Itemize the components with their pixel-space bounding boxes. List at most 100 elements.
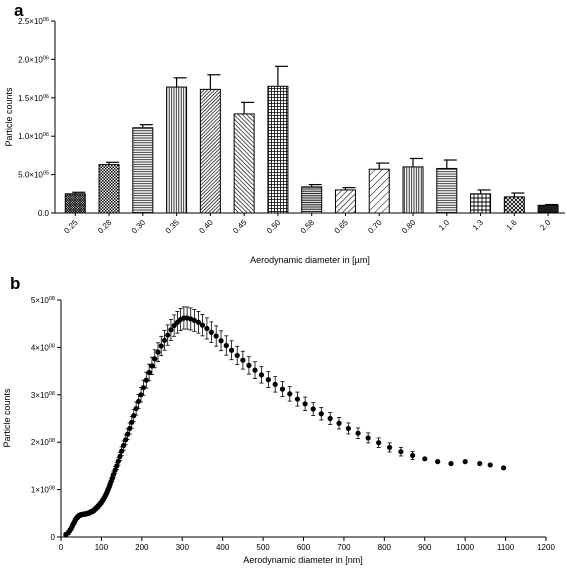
- bar: [166, 86, 188, 214]
- y-tick-label: 0.0: [38, 209, 50, 218]
- data-point: [410, 452, 416, 459]
- y-axis-title: Particle counts: [2, 388, 12, 448]
- data-point: [199, 322, 206, 328]
- x-tick-label: 1100: [497, 543, 515, 552]
- x-tick-label: 600: [297, 543, 311, 552]
- data-point: [208, 329, 214, 335]
- x-tick-label: 200: [135, 543, 149, 552]
- y-tick-label: 2×1008: [31, 438, 55, 447]
- bar: [503, 196, 525, 214]
- bar: [199, 88, 221, 214]
- data-point: [376, 440, 382, 446]
- bar: [436, 167, 458, 214]
- data-point: [171, 322, 177, 329]
- data-point: [165, 332, 171, 338]
- data-point: [294, 396, 301, 402]
- data-point: [129, 419, 135, 425]
- y-tick-label: 2.0×1006: [18, 55, 49, 64]
- data-point: [435, 459, 441, 465]
- x-tick-label: 1.6: [505, 218, 520, 233]
- x-axis-title: Aerodynamic diameter in [nm]: [243, 555, 363, 565]
- x-tick-label: 0: [59, 543, 64, 552]
- x-tick-label: 0.80: [400, 218, 418, 236]
- x-tick-label: 0.25: [62, 218, 80, 236]
- x-tick-label: 300: [176, 543, 190, 552]
- data-point: [462, 459, 468, 465]
- data-point: [140, 385, 147, 391]
- bar: [233, 113, 255, 214]
- data-point: [131, 413, 137, 419]
- chart-panel-b: 0 1×1008 2×1008 3×1008 4×1008 5×1008 0 100 200 30…: [2, 296, 555, 565]
- data-point: [121, 442, 127, 449]
- data-point: [327, 415, 333, 422]
- x-tick-label: 700: [337, 543, 351, 552]
- data-point: [398, 449, 404, 455]
- bar: [132, 127, 154, 214]
- bar: [301, 186, 323, 214]
- data-point: [138, 392, 144, 398]
- data-point: [272, 381, 278, 387]
- data-point: [240, 357, 246, 363]
- data-point: [318, 411, 324, 417]
- data-point: [143, 377, 149, 383]
- y-tick-label: 1.0×1006: [18, 132, 49, 141]
- data-point: [310, 406, 316, 412]
- data-point: [213, 333, 219, 339]
- data-point: [386, 444, 393, 451]
- x-tick-label: 2.0: [538, 218, 553, 233]
- y-tick-label: 1×1008: [31, 486, 55, 495]
- data-point: [487, 462, 493, 468]
- x-tick-label: 0.45: [231, 218, 249, 236]
- data-point: [345, 425, 351, 432]
- data-point: [123, 437, 129, 443]
- y-tick-label: 5×1008: [31, 296, 55, 305]
- x-axis-title: Aerodynamic diameter in [µm]: [250, 255, 370, 265]
- bar: [368, 168, 390, 214]
- y-tick-label: 3×1008: [31, 391, 55, 400]
- x-tick-label: 0.30: [130, 218, 148, 236]
- x-tick-label: 0.70: [366, 218, 384, 236]
- data-point: [246, 362, 252, 369]
- y-tick-label: 2.5×1006: [18, 17, 49, 26]
- x-tick-label: 0.35: [164, 218, 182, 236]
- data-point: [218, 338, 224, 344]
- bar: [267, 85, 289, 214]
- x-tick-label: 900: [418, 543, 432, 552]
- data-point: [287, 391, 293, 397]
- x-tick-label: 0.65: [332, 218, 350, 236]
- bar: [98, 164, 120, 214]
- data-point: [422, 456, 428, 462]
- x-tick-label: 0.40: [197, 218, 215, 236]
- x-tick-label: 0.50: [265, 218, 283, 236]
- data-point: [133, 405, 139, 412]
- x-tick-label: 400: [216, 543, 230, 552]
- x-tick-label: 100: [95, 543, 109, 552]
- panel-b-letter: b: [10, 274, 20, 293]
- y-tick-label: 0: [51, 533, 56, 542]
- data-point: [152, 356, 158, 362]
- data-point: [204, 325, 210, 332]
- data-point: [223, 342, 229, 349]
- x-tick-label: 0.28: [96, 218, 114, 236]
- x-tick-label: 1200: [537, 543, 555, 552]
- bar: [470, 193, 492, 214]
- y-tick-label: 5.0×1005: [18, 171, 49, 180]
- bar: [64, 193, 86, 214]
- x-tick-label: 1.3: [471, 218, 486, 233]
- data-point: [477, 460, 483, 467]
- data-point: [355, 430, 361, 436]
- data-point: [161, 337, 168, 343]
- data-point: [302, 401, 308, 407]
- data-point: [195, 319, 202, 325]
- data-point: [279, 386, 286, 392]
- y-tick-label: 1.5×1006: [18, 94, 49, 103]
- y-axis-title: Particle counts: [4, 87, 14, 147]
- data-point: [155, 349, 161, 355]
- data-point: [158, 343, 164, 349]
- data-point: [258, 372, 265, 378]
- data-point: [265, 377, 271, 383]
- bar: [402, 166, 424, 214]
- chart-panel-a: 0.0 5.0×1005 1.0×1006 1.5×1006 2.0×1006 2.5×1…: [4, 17, 565, 265]
- data-point: [228, 347, 235, 353]
